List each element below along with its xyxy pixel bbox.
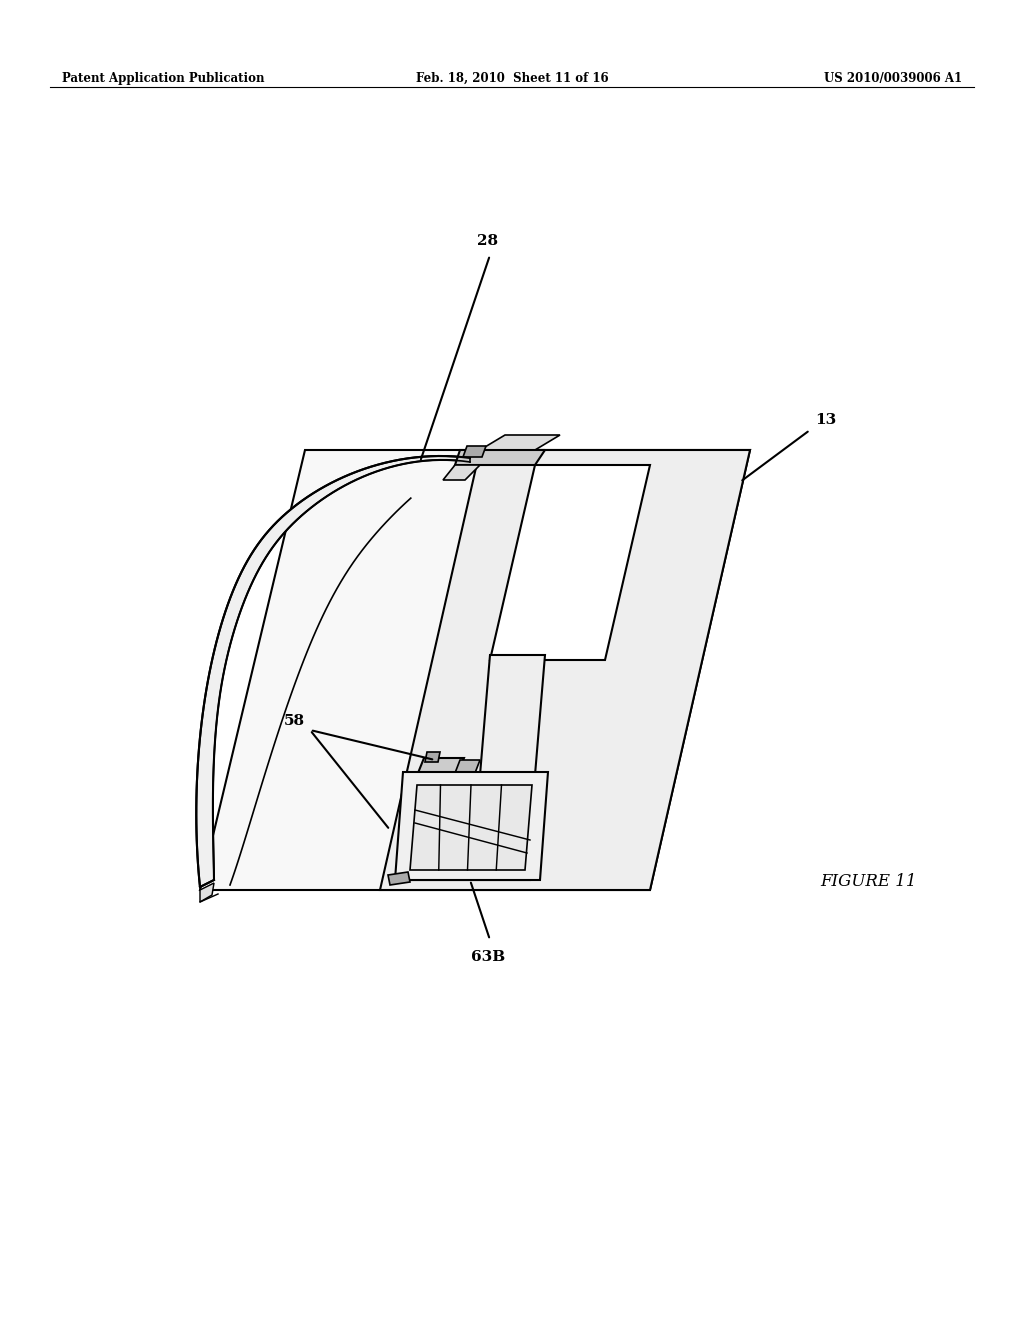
Polygon shape: [388, 873, 410, 884]
Polygon shape: [480, 655, 545, 775]
Polygon shape: [200, 450, 750, 890]
Polygon shape: [463, 446, 486, 457]
Text: Patent Application Publication: Patent Application Publication: [62, 73, 264, 84]
Polygon shape: [395, 772, 548, 880]
Polygon shape: [490, 465, 650, 660]
Text: 13: 13: [815, 413, 837, 426]
Text: FIGURE 11: FIGURE 11: [820, 873, 916, 890]
Text: 28: 28: [477, 234, 499, 248]
Polygon shape: [418, 758, 464, 774]
Text: Feb. 18, 2010  Sheet 11 of 16: Feb. 18, 2010 Sheet 11 of 16: [416, 73, 608, 84]
Polygon shape: [400, 775, 545, 880]
Polygon shape: [380, 450, 750, 890]
Polygon shape: [480, 436, 560, 450]
Polygon shape: [455, 760, 480, 774]
Polygon shape: [425, 752, 440, 762]
Polygon shape: [197, 455, 470, 887]
Text: US 2010/0039006 A1: US 2010/0039006 A1: [824, 73, 962, 84]
Polygon shape: [200, 883, 214, 902]
Polygon shape: [443, 465, 480, 480]
Polygon shape: [410, 785, 532, 870]
Text: 63B: 63B: [471, 950, 505, 964]
Text: 58: 58: [284, 714, 305, 729]
Polygon shape: [455, 450, 545, 465]
